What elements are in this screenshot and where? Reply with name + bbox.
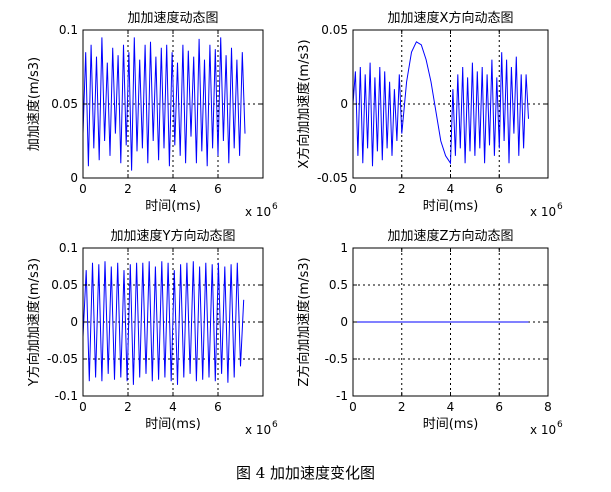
x-exponent-label: x 10 xyxy=(530,423,556,437)
chart-panel-4: 0 2 4 6 8-1-0.500.51加加速度Z方向动态图时间(ms)Z方向加加速度(… xyxy=(296,228,563,437)
x-tick-label: 2 xyxy=(124,182,132,196)
x-tick-label: 2 xyxy=(398,400,406,414)
y-tick-label: 0.1 xyxy=(59,241,78,255)
y-tick-label: 0.05 xyxy=(321,23,348,37)
y-axis-label: X方向加加速度(m/s3) xyxy=(296,39,312,168)
chart-title: 加加速度Y方向动态图 xyxy=(111,228,236,244)
x-exponent-value: 6 xyxy=(272,202,278,212)
y-tick-label: 1 xyxy=(340,241,348,255)
chart-title: 加加速度动态图 xyxy=(127,10,218,26)
y-tick-label: 0 xyxy=(340,315,348,329)
x-exponent-label: x 10 xyxy=(530,205,556,219)
x-tick-label: 6 xyxy=(214,182,222,196)
x-axis-label: 时间(ms) xyxy=(145,199,201,214)
y-tick-label: 0.05 xyxy=(51,278,78,292)
x-tick-label: 4 xyxy=(447,182,455,196)
y-tick-label: 0.1 xyxy=(59,23,78,37)
x-tick-label: 0 xyxy=(349,400,357,414)
x-tick-label: 4 xyxy=(447,400,455,414)
x-tick-label: 6 xyxy=(214,400,222,414)
figure-caption: 图 4 加加速度变化图 xyxy=(235,464,376,482)
x-axis-label: 时间(ms) xyxy=(423,417,479,432)
x-tick-label: 2 xyxy=(398,182,406,196)
data-series-line xyxy=(82,261,245,385)
x-axis-label: 时间(ms) xyxy=(145,417,201,432)
x-tick-label: 0 xyxy=(79,182,87,196)
x-tick-label: 4 xyxy=(169,182,177,196)
y-axis-label: Y方向加加速度(m/s3) xyxy=(26,258,42,387)
x-axis-label: 时间(ms) xyxy=(423,199,479,214)
x-exponent-value: 6 xyxy=(557,420,563,430)
y-tick-label: -0.5 xyxy=(325,352,348,366)
y-tick-label: 0 xyxy=(340,97,348,111)
y-axis-label: 加加速度(m/s3) xyxy=(26,57,42,151)
y-tick-label: 0 xyxy=(70,171,78,185)
y-tick-label: -0.05 xyxy=(47,352,78,366)
y-tick-label: -0.05 xyxy=(317,171,348,185)
chart-title: 加加速度X方向动态图 xyxy=(388,10,514,26)
chart-panel-2: 0 2 4 6-0.0500.05加加速度X方向动态图时间(ms)X方向加加速度(m/… xyxy=(296,10,563,219)
y-tick-label: -0.1 xyxy=(55,389,78,403)
chart-title: 加加速度Z方向动态图 xyxy=(388,228,514,244)
y-tick-label: 0.5 xyxy=(329,278,348,292)
x-tick-label: 0 xyxy=(349,182,357,196)
x-exponent-value: 6 xyxy=(272,420,278,430)
x-exponent-label: x 10 xyxy=(245,205,271,219)
x-tick-label: 0 xyxy=(79,400,87,414)
data-series-line xyxy=(352,41,529,167)
x-tick-label: 4 xyxy=(169,400,177,414)
y-tick-label: -1 xyxy=(336,389,348,403)
x-tick-label: 6 xyxy=(495,182,503,196)
x-exponent-label: x 10 xyxy=(245,423,271,437)
x-tick-label: 2 xyxy=(124,400,132,414)
x-tick-label: 8 xyxy=(544,400,552,414)
x-tick-label: 6 xyxy=(495,400,503,414)
y-tick-label: 0.05 xyxy=(51,97,78,111)
y-axis-label: Z方向加加速度(m/s3) xyxy=(296,257,312,386)
data-series-line xyxy=(82,37,246,171)
x-exponent-value: 6 xyxy=(557,202,563,212)
y-tick-label: 0 xyxy=(70,315,78,329)
